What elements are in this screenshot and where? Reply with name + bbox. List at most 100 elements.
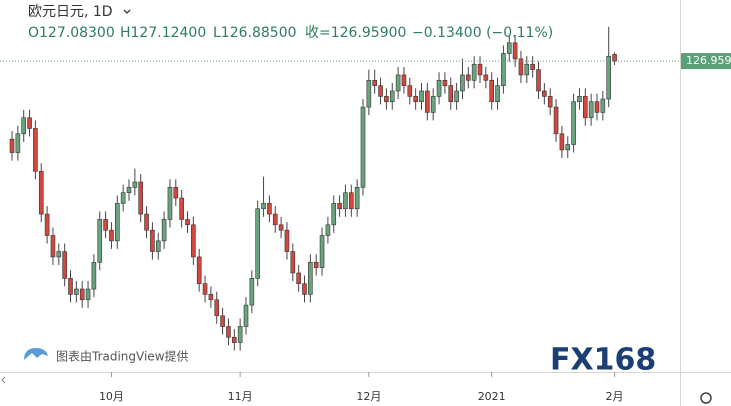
x-tick-label: 12月 <box>356 390 381 403</box>
candle-body <box>284 229 290 252</box>
candle-body <box>454 90 459 102</box>
candle-body <box>460 74 465 92</box>
candle-body <box>524 63 530 76</box>
candle-body <box>378 85 383 97</box>
candle-body <box>547 96 553 108</box>
candle-body <box>237 326 243 343</box>
candle-body <box>565 144 571 151</box>
candle-body <box>179 197 184 220</box>
candle-body <box>512 42 518 60</box>
x-tick-label: 11月 <box>228 390 253 403</box>
candle-body <box>68 278 73 295</box>
candle-body <box>582 96 588 119</box>
candle-body <box>366 79 372 108</box>
candle-body <box>243 304 249 327</box>
candle-body <box>588 101 594 119</box>
candle-body <box>226 326 231 338</box>
candle-body <box>132 181 138 188</box>
candle-body <box>536 69 541 92</box>
ohlc-high: H127.12400 <box>120 25 206 41</box>
ohlc-low: L126.88500 <box>213 25 297 41</box>
candle-body <box>185 219 190 226</box>
candle-body <box>571 101 576 145</box>
ohlc-close: 收=126.95900 <box>305 25 406 41</box>
candle-body <box>120 192 126 204</box>
candle-body <box>138 181 143 215</box>
candle-body <box>91 261 97 290</box>
candle-body <box>261 203 266 210</box>
candle-body <box>38 170 44 215</box>
candle-body <box>425 90 430 113</box>
candle-body <box>220 315 225 327</box>
candle-body <box>144 213 149 231</box>
candle-body <box>249 278 255 306</box>
candle-body <box>489 79 495 102</box>
candle-body <box>74 288 79 295</box>
scroll-icon[interactable] <box>1 376 6 384</box>
candle-body <box>471 63 477 81</box>
candle-body <box>9 138 15 153</box>
candle-body <box>267 203 272 215</box>
candle-body <box>477 63 483 76</box>
candle-body <box>15 133 21 153</box>
candle-body <box>389 90 395 102</box>
candle-body <box>395 74 401 92</box>
candle-body <box>290 251 296 274</box>
candle-body <box>348 192 354 210</box>
candle-body <box>337 203 342 210</box>
candle-body <box>430 96 436 113</box>
candle-body <box>161 219 167 242</box>
candle-body <box>272 213 278 226</box>
candle-body <box>325 224 331 236</box>
logo: FX168 <box>550 343 656 378</box>
candle-body <box>115 203 120 242</box>
candle-body <box>202 283 208 295</box>
candle-body <box>196 256 202 284</box>
candle-body <box>103 219 108 231</box>
last-price-label: 126.959 <box>686 54 731 67</box>
candle-body <box>278 224 284 231</box>
watermark: 图表由TradingView提供 <box>56 349 189 364</box>
candle-body <box>518 58 524 76</box>
candle-body <box>436 79 442 97</box>
settings-icon[interactable] <box>700 392 712 404</box>
candle-body <box>308 261 313 295</box>
candle-body <box>594 101 600 113</box>
candle-body <box>126 187 132 193</box>
candle-body <box>97 219 103 263</box>
x-tick-label: 2月 <box>606 390 624 403</box>
x-tick-label: 10月 <box>99 390 124 403</box>
candle-body <box>27 117 32 129</box>
tv-icon <box>24 348 48 360</box>
candle-body <box>530 63 535 70</box>
candle-body <box>296 272 301 284</box>
candle-body <box>56 251 62 258</box>
candles <box>9 26 617 351</box>
last-price-box <box>681 53 731 70</box>
candle-body <box>50 235 56 258</box>
candle-body <box>331 203 337 226</box>
candle-body <box>232 336 237 343</box>
candle-body <box>483 74 489 81</box>
candle-body <box>465 74 471 81</box>
candle-body <box>372 79 378 86</box>
ohlc-open: O127.08300 <box>28 25 115 41</box>
candle-body <box>208 294 214 301</box>
dropdown-icon[interactable] <box>123 9 131 14</box>
candle-body <box>155 240 161 252</box>
candle-body <box>495 85 500 102</box>
candle-body <box>600 98 606 113</box>
candle-body <box>33 128 38 172</box>
candle-body <box>501 53 506 86</box>
candle-body <box>448 85 454 102</box>
candle-body <box>413 96 418 102</box>
candle-body <box>109 229 114 242</box>
candle-body <box>343 192 348 210</box>
candle-body <box>44 213 50 236</box>
candle-body <box>191 224 196 258</box>
candle-body <box>62 251 67 279</box>
candle-body <box>553 106 559 135</box>
candle-body <box>214 299 220 317</box>
ohlc-change: −0.13400 (−0.11%) <box>412 25 553 41</box>
